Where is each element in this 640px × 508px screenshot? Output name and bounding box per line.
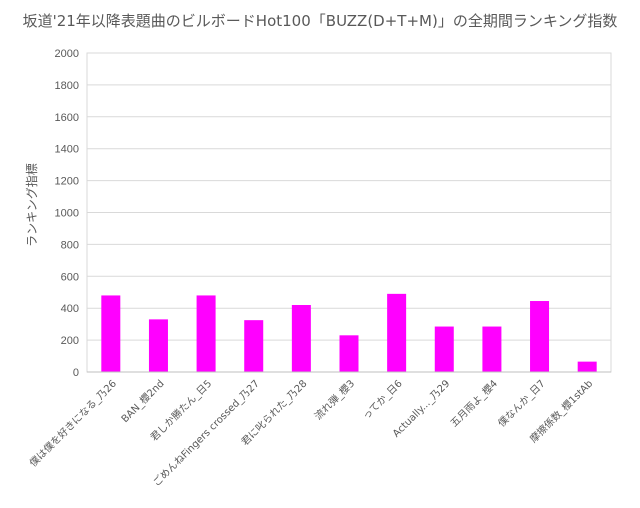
bar	[577, 361, 597, 372]
y-axis-ticks: 0 200 400 600 800 1000 1200 1400 1600 1800 2000	[55, 48, 79, 379]
bar	[291, 305, 311, 372]
x-category-label: 五月雨よ_櫻4	[447, 377, 500, 430]
x-category-label: BAN_櫻2nd	[118, 377, 166, 425]
x-axis-labels: 僕は僕を好きになる_乃26 BAN_櫻2nd君しか勝たん_日5ごめんねFinger…	[26, 377, 595, 489]
y-tick-label: 1400	[55, 144, 79, 156]
y-tick-label: 1000	[55, 208, 79, 220]
y-tick-label: 1200	[55, 176, 79, 188]
gridlines	[87, 84, 611, 341]
bar	[244, 320, 264, 372]
y-tick-label: 400	[61, 303, 79, 315]
y-tick-label: 2000	[55, 48, 79, 60]
y-tick-label: 600	[61, 271, 79, 283]
y-tick-label: 1800	[55, 80, 79, 92]
x-category-label: 僕は僕を好きになる_乃26	[26, 377, 118, 469]
y-tick-label: 200	[61, 335, 79, 347]
y-tick-label: 0	[73, 367, 79, 379]
bar	[530, 301, 550, 372]
x-category-label: 僕なんか_日7	[495, 377, 548, 430]
y-tick-label: 1600	[55, 112, 79, 124]
bar	[482, 326, 502, 372]
bars	[101, 293, 597, 372]
bar	[387, 293, 407, 372]
bar	[196, 295, 216, 372]
y-axis-title: ランキング指標	[24, 163, 39, 247]
x-category-label: ってか_日6	[360, 378, 404, 422]
chart-title: 坂道'21年以降表題曲のビルボードHot100「BUZZ(D+T+M)」の全期間…	[22, 12, 618, 30]
y-tick-label: 800	[61, 239, 79, 251]
bar	[339, 335, 359, 372]
bar	[101, 295, 121, 372]
bar	[434, 326, 454, 372]
bar	[148, 319, 168, 372]
x-category-label: 流れ弾_櫻3	[312, 377, 358, 423]
